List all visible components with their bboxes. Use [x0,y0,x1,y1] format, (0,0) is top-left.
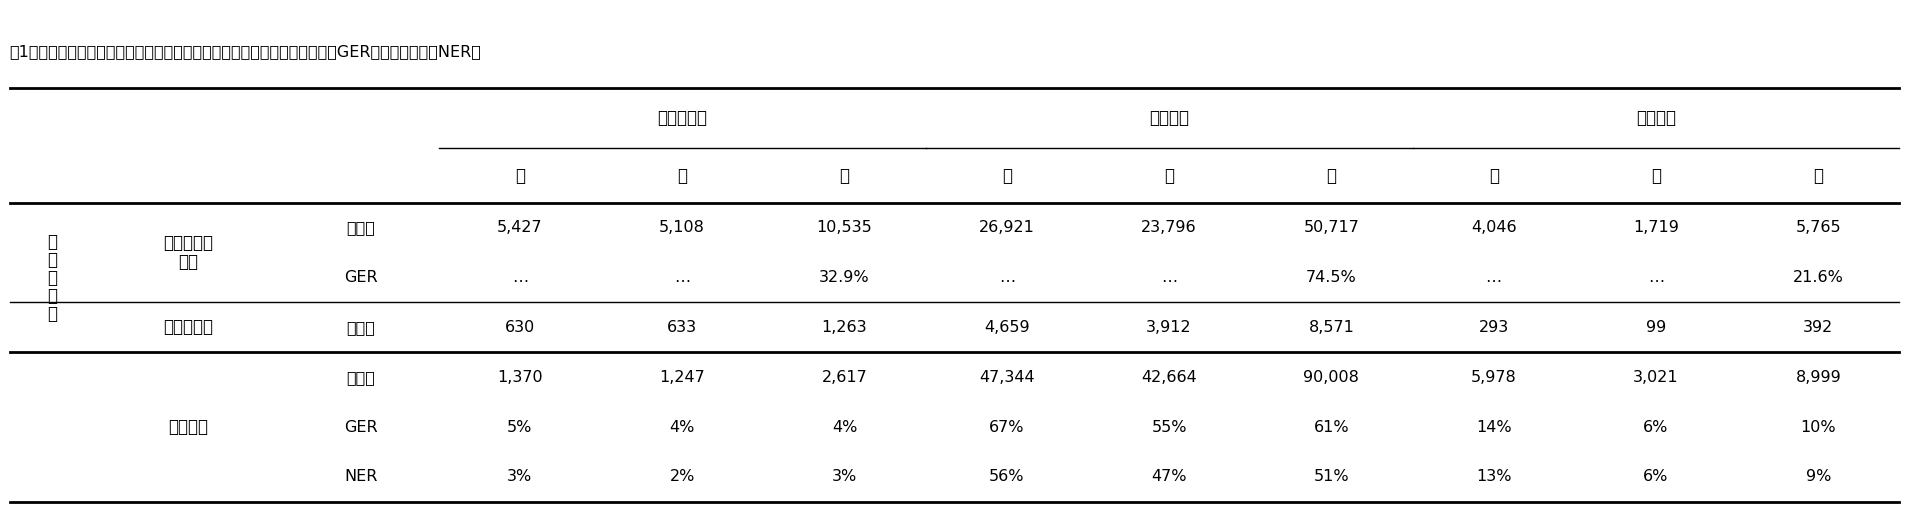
Text: 8,999: 8,999 [1796,370,1840,385]
Text: 3%: 3% [832,470,857,485]
Text: 293: 293 [1479,320,1508,335]
Text: 3%: 3% [508,470,533,485]
Text: 5,427: 5,427 [496,220,542,235]
Text: 生徒数: 生徒数 [346,220,376,235]
Text: 3,912: 3,912 [1145,320,1191,335]
Text: 5,108: 5,108 [659,220,704,235]
Text: …: … [1647,270,1665,285]
Text: 計: 計 [1327,166,1336,185]
Text: 56%: 56% [989,470,1025,485]
Text: 2%: 2% [670,470,695,485]
Text: 生徒数: 生徒数 [346,370,376,385]
Text: 630: 630 [504,320,535,335]
Text: 5%: 5% [508,420,533,435]
Text: …: … [998,270,1016,285]
Text: 計: 計 [840,166,850,185]
Text: 難
民
居
住
地: 難 民 居 住 地 [48,232,57,322]
Text: NER: NER [344,470,378,485]
Text: 51%: 51% [1313,470,1350,485]
Text: 392: 392 [1804,320,1833,335]
Text: 633: 633 [666,320,697,335]
Text: 9%: 9% [1806,470,1831,485]
Text: 女: 女 [678,166,687,185]
Text: 90,008: 90,008 [1304,370,1359,385]
Text: …: … [1485,270,1502,285]
Text: 61%: 61% [1313,420,1350,435]
Text: 1,247: 1,247 [659,370,704,385]
Text: 男: 男 [515,166,525,185]
Text: 生徒数: 生徒数 [346,320,376,335]
Text: 中等教育: 中等教育 [1636,109,1676,127]
Text: 21.6%: 21.6% [1793,270,1844,285]
Text: 1,370: 1,370 [496,370,542,385]
Text: 5,978: 5,978 [1470,370,1516,385]
Text: 表1　ビディビディ難民居住地とユンベ県の教育施設の生徒数、総就学率（GER）、純就学率（NER）: 表1 ビディビディ難民居住地とユンベ県の教育施設の生徒数、総就学率（GER）、純… [10,45,481,59]
Text: 男: 男 [1002,166,1012,185]
Text: 南スーダン
難民: 南スーダン 難民 [164,234,214,271]
Text: 男: 男 [1489,166,1499,185]
Text: 4,659: 4,659 [983,320,1029,335]
Text: 74.5%: 74.5% [1306,270,1357,285]
Text: 3,021: 3,021 [1634,370,1678,385]
Text: 99: 99 [1646,320,1667,335]
Text: 6%: 6% [1644,470,1668,485]
Text: 67%: 67% [989,420,1025,435]
Text: ユンベ県: ユンベ県 [168,418,208,436]
Text: 4%: 4% [832,420,857,435]
Text: 4%: 4% [670,420,695,435]
Text: 10,535: 10,535 [817,220,872,235]
Text: GER: GER [344,270,378,285]
Text: 5,765: 5,765 [1796,220,1840,235]
Text: 1,719: 1,719 [1632,220,1678,235]
Text: …: … [674,270,691,285]
Text: 8,571: 8,571 [1308,320,1353,335]
Text: 13%: 13% [1476,470,1512,485]
Text: 4,046: 4,046 [1470,220,1516,235]
Text: 50,717: 50,717 [1304,220,1359,235]
Text: GER: GER [344,420,378,435]
Text: 47,344: 47,344 [979,370,1035,385]
Text: …: … [1161,270,1178,285]
Text: 32.9%: 32.9% [819,270,871,285]
Text: …: … [512,270,529,285]
Text: 42,664: 42,664 [1142,370,1197,385]
Text: 女: 女 [1164,166,1174,185]
Text: 計: 計 [1814,166,1823,185]
Text: 26,921: 26,921 [979,220,1035,235]
Text: 就学前教育: 就学前教育 [657,109,706,127]
Text: 女: 女 [1651,166,1661,185]
Text: 23,796: 23,796 [1142,220,1197,235]
Text: 10%: 10% [1800,420,1836,435]
Text: 55%: 55% [1151,420,1187,435]
Text: 6%: 6% [1644,420,1668,435]
Text: ウガンダ人: ウガンダ人 [164,318,214,336]
Text: 1,263: 1,263 [821,320,867,335]
Text: 47%: 47% [1151,470,1187,485]
Text: 初等教育: 初等教育 [1149,109,1189,127]
Text: 2,617: 2,617 [821,370,867,385]
Text: 14%: 14% [1476,420,1512,435]
